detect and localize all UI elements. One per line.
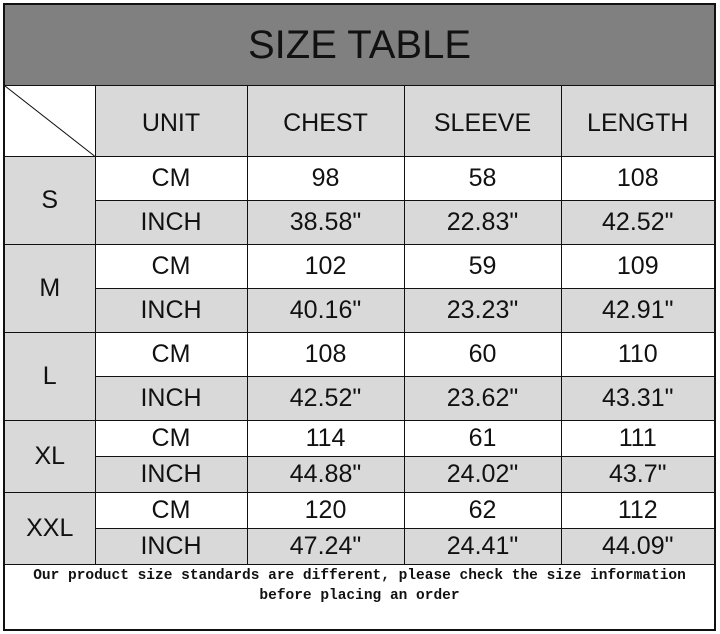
table-row: XL CM 114 61 111 — [5, 420, 714, 493]
sleeve-cell: 59 — [403, 244, 562, 289]
header-sleeve: SLEEVE — [403, 86, 562, 157]
sleeve-cell: 60 — [403, 332, 562, 377]
chest-cell: 108 — [246, 332, 405, 377]
chest-cell: 42.52" — [246, 376, 405, 421]
chest-cell: 47.24" — [246, 528, 405, 565]
diagonal-divider-icon — [5, 86, 95, 156]
chest-cell: 120 — [246, 492, 405, 529]
unit-cell: INCH — [95, 456, 248, 493]
length-cell: 110 — [560, 332, 714, 377]
chest-cell: 98 — [246, 156, 405, 201]
table-row: L CM 108 60 110 — [5, 332, 714, 421]
header-row: UNIT CHEST SLEEVE LENGTH — [5, 86, 714, 157]
unit-cell: INCH — [95, 376, 248, 421]
unit-cell: CM — [94, 156, 248, 201]
length-cell: 111 — [560, 420, 714, 457]
length-cell: 109 — [560, 244, 714, 289]
header-length: LENGTH — [560, 86, 714, 157]
chest-cell: 38.58" — [246, 200, 405, 245]
length-cell: 42.91" — [560, 288, 714, 333]
table-row: INCH 42.52" 23.62" 43.31" — [5, 376, 714, 421]
chest-cell: 102 — [246, 244, 405, 289]
chest-cell: 40.16" — [246, 288, 405, 333]
page-title: SIZE TABLE — [5, 5, 714, 86]
unit-cell: CM — [94, 332, 248, 377]
sleeve-cell: 61 — [403, 420, 562, 457]
sleeve-cell: 62 — [403, 492, 562, 529]
chest-cell: 44.88" — [246, 456, 405, 493]
table-row: INCH 38.58" 22.83" 42.52" — [5, 200, 714, 245]
corner-cell — [5, 86, 96, 157]
unit-cell: CM — [94, 244, 248, 289]
table-row: INCH 47.24" 24.41" 44.09" — [5, 528, 714, 565]
unit-cell: CM — [94, 420, 248, 457]
table-row: XXL CM 120 62 112 — [5, 492, 714, 565]
size-note-line-1: Our product size standards are different… — [33, 568, 686, 584]
length-cell: 112 — [560, 492, 714, 529]
sleeve-cell: 22.83" — [403, 200, 562, 245]
size-note-line-2: before placing an order — [259, 588, 460, 604]
table-row: INCH 40.16" 23.23" 42.91" — [5, 288, 714, 333]
length-cell: 44.09" — [560, 528, 714, 565]
table-row: S CM 98 58 108 — [5, 156, 714, 245]
sleeve-cell: 23.23" — [403, 288, 562, 333]
unit-cell: CM — [94, 492, 248, 529]
sleeve-cell: 24.02" — [403, 456, 562, 493]
header-chest: CHEST — [246, 86, 405, 157]
length-cell: 43.7" — [560, 456, 714, 493]
size-label: XL — [5, 420, 96, 493]
chest-cell: 114 — [246, 420, 405, 457]
unit-cell: INCH — [95, 528, 248, 565]
unit-cell: INCH — [95, 200, 248, 245]
sleeve-cell: 23.62" — [403, 376, 562, 421]
size-note: Our product size standards are different… — [5, 559, 714, 629]
length-cell: 43.31" — [560, 376, 714, 421]
length-cell: 108 — [560, 156, 714, 201]
table-row: INCH 44.88" 24.02" 43.7" — [5, 456, 714, 493]
length-cell: 42.52" — [560, 200, 714, 245]
sleeve-cell: 58 — [403, 156, 562, 201]
header-unit: UNIT — [94, 86, 248, 157]
sleeve-cell: 24.41" — [403, 528, 562, 565]
unit-cell: INCH — [95, 288, 248, 333]
size-label: XXL — [5, 492, 96, 565]
table-row: M CM 102 59 109 — [5, 244, 714, 333]
size-label: S — [5, 156, 96, 245]
size-table-card: SIZE TABLE UNIT CHEST SLEEVE LENGTH S CM 9… — [3, 3, 716, 631]
size-table: UNIT CHEST SLEEVE LENGTH S CM 98 58 108 INCH 3… — [5, 86, 714, 565]
size-label: L — [5, 332, 96, 421]
size-label: M — [5, 244, 96, 333]
